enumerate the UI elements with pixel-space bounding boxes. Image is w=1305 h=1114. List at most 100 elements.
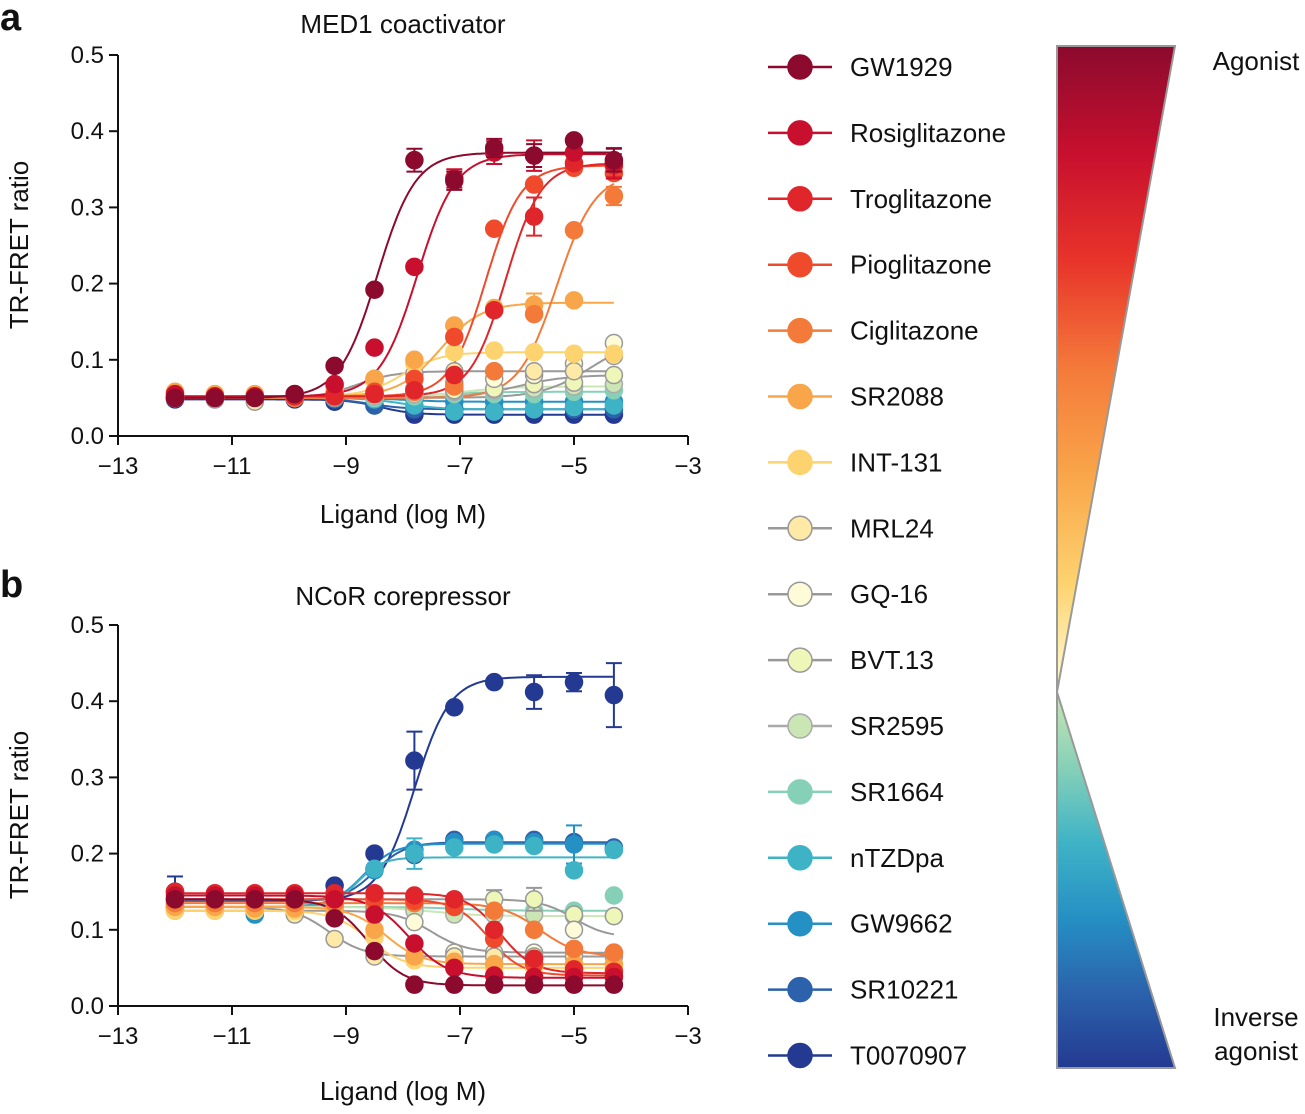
point-t0070907 [604, 685, 624, 705]
y-tick-label: 0.3 [71, 194, 104, 221]
legend-label: nTZDpa [850, 843, 944, 873]
legend-marker [787, 449, 813, 476]
y-tick-label: 0.3 [71, 764, 104, 791]
point-ciglitazone [524, 920, 544, 940]
x-tick-label: −7 [446, 1023, 473, 1050]
point-sr2088 [405, 350, 424, 370]
point-ciglitazone [484, 901, 504, 920]
inverse-label: Inverse [1213, 1002, 1298, 1032]
point-troglitazone [365, 384, 384, 404]
point-sr2088 [564, 291, 584, 310]
point-ciglitazone [524, 304, 544, 324]
point-ntzdpa [484, 402, 504, 421]
point-ntzdpa [484, 835, 504, 854]
point-ntzdpa [564, 397, 584, 417]
x-tick-label: −3 [674, 453, 701, 480]
panel-a-title: MED1 coactivator [300, 9, 506, 39]
panel-a-plot: 0.0 0.1 0.2 0.3 0.4 0.5 −13 −11 −9 −7 −5 −3 [71, 42, 702, 480]
point-int-131 [564, 344, 584, 363]
point-troglitazone [484, 920, 504, 940]
point-rosiglitazone [405, 257, 424, 277]
legend-label: Rosiglitazone [850, 118, 1006, 148]
x-tick-label: −5 [560, 1023, 587, 1050]
point-gw1929 [405, 975, 424, 994]
point-int-131 [484, 341, 504, 360]
legend-label: INT-131 [850, 447, 943, 477]
legend-marker [787, 779, 813, 805]
point-gw1929 [524, 146, 544, 165]
point-gq-16 [564, 920, 584, 940]
legend-item-mrl24: MRL24 [768, 513, 934, 543]
x-tick-label: −9 [332, 453, 359, 480]
point-int-131 [604, 344, 624, 363]
point-ntzdpa [365, 859, 384, 879]
legend: GW1929 Rosiglitazone Troglitazone Pioglitaz… [768, 52, 1006, 1071]
legend-item-sr10221: SR10221 [768, 975, 958, 1005]
legend-item-rosiglitazone: Rosiglitazone [768, 118, 1006, 148]
legend-item-t0070907: T0070907 [768, 1041, 967, 1071]
legend-item-bvt-13: BVT.13 [768, 645, 934, 675]
x-tick-label: −11 [213, 1023, 252, 1050]
point-rosiglitazone [405, 934, 424, 953]
fit-curve-ciglitazone [175, 182, 615, 399]
point-int-131 [445, 342, 464, 362]
y-tick-label: 0.4 [71, 688, 104, 715]
point-gw1929 [524, 975, 544, 994]
legend-label: T0070907 [850, 1041, 967, 1071]
point-rosiglitazone [365, 905, 384, 924]
legend-label: Ciglitazone [850, 316, 979, 346]
point-troglitazone [445, 890, 464, 909]
panel-b-plot: 0.0 0.1 0.2 0.3 0.4 0.5 −13 −11 −9 −7 −5 −3 [71, 612, 702, 1050]
point-gw1929 [325, 356, 344, 376]
y-tick-label: 0.0 [71, 993, 104, 1020]
fit-curve-rosiglitazone [175, 153, 614, 398]
legend-label: GW9662 [850, 909, 953, 939]
point-gw9662 [564, 835, 584, 854]
legend-marker [787, 317, 813, 344]
inverse-agonist-triangle [1056, 691, 1177, 1069]
x-tick-label: −13 [98, 1023, 139, 1050]
point-ntzdpa [564, 861, 584, 880]
point-troglitazone [484, 301, 504, 320]
fit-curve-gq-16 [175, 909, 614, 954]
legend-label: SR1664 [850, 777, 944, 807]
legend-item-gq-16: GQ-16 [768, 579, 928, 609]
point-gw1929 [325, 909, 344, 928]
legend-marker [787, 383, 813, 410]
point-t0070907 [484, 672, 504, 692]
point-bvt-13 [564, 905, 584, 924]
point-t0070907 [445, 698, 464, 717]
point-gq-16 [405, 912, 424, 932]
legend-label: Troglitazone [850, 184, 992, 214]
fit-curve-t0070907 [175, 675, 614, 902]
panel-b-letter: b [0, 564, 23, 606]
point-rosiglitazone [325, 374, 344, 394]
point-ntzdpa [524, 400, 544, 419]
agonist-scale: Agonist Inverse agonist [1056, 45, 1300, 1069]
point-t0070907 [564, 672, 584, 692]
panel-a-letter: a [0, 0, 22, 39]
point-ciglitazone [604, 943, 624, 962]
point-troglitazone [405, 381, 424, 400]
point-ntzdpa [445, 402, 464, 421]
point-pioglitazone [484, 219, 504, 238]
point-troglitazone [445, 365, 464, 385]
legend-label: SR2088 [850, 382, 944, 412]
point-gw1929 [165, 388, 185, 408]
x-tick-label: −7 [446, 453, 473, 480]
legend-item-gw1929: GW1929 [768, 52, 953, 82]
agonist-label-2: agonist [1214, 1036, 1299, 1066]
legend-label: SR2595 [850, 711, 944, 741]
legend-marker [787, 120, 813, 146]
legend-item-pioglitazone: Pioglitazone [768, 250, 992, 280]
panel-a-ylabel: TR-FRET ratio [4, 161, 34, 330]
legend-item-ntzdpa: nTZDpa [768, 843, 944, 873]
legend-marker [787, 713, 813, 739]
y-tick-label: 0.1 [71, 917, 104, 944]
y-tick-label: 0.2 [71, 271, 104, 298]
point-ciglitazone [564, 221, 584, 240]
fit-curve-sr2088 [175, 301, 614, 398]
x-tick-label: −5 [560, 453, 587, 480]
fit-curve-troglitazone [175, 162, 614, 398]
point-pioglitazone [524, 175, 544, 194]
